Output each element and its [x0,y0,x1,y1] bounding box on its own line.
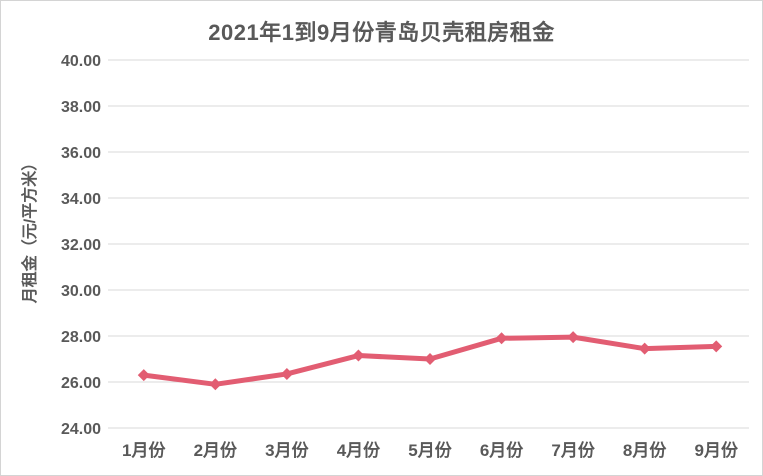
y-tick-label: 34.00 [61,191,101,208]
x-tick-label: 9月份 [694,440,738,460]
chart-title: 2021年1到9月份青岛贝壳租房租金 [208,20,555,45]
x-tick-label: 6月份 [480,440,524,460]
data-point-marker [280,367,293,380]
y-tick-label: 26.00 [61,375,101,392]
x-tick-label: 8月份 [623,440,667,460]
y-tick-label: 28.00 [61,329,101,346]
x-tick-label: 7月份 [551,440,595,460]
data-point-marker [638,342,651,355]
y-tick-label: 36.00 [61,145,101,162]
data-point-marker [137,369,150,382]
y-tick-label: 38.00 [61,99,101,116]
y-tick-label: 24.00 [61,421,101,438]
data-point-marker [424,353,436,365]
data-point-marker [567,331,580,344]
x-tick-label: 2月份 [194,440,238,460]
x-tick-label: 4月份 [337,440,381,460]
data-point-marker [352,349,365,362]
data-point-marker [495,332,508,345]
y-tick-label: 30.00 [61,283,101,300]
y-tick-label: 32.00 [61,237,101,254]
x-tick-label: 1月份 [122,440,166,460]
x-tick-label: 3月份 [265,440,309,460]
data-point-marker [710,340,723,353]
data-point-marker [209,378,222,391]
y-tick-label: 40.00 [61,53,101,70]
x-tick-label: 5月份 [408,440,452,460]
